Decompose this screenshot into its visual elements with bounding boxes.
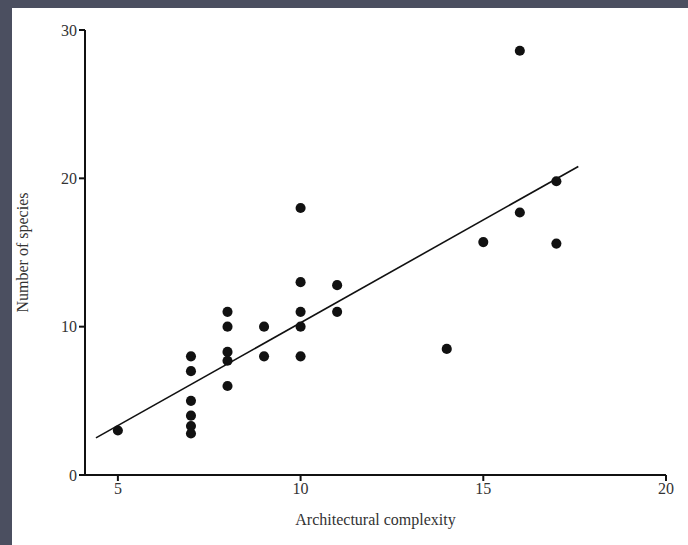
svg-text:20: 20 — [61, 170, 77, 187]
svg-text:Number of species: Number of species — [14, 193, 32, 313]
svg-text:20: 20 — [658, 480, 674, 497]
svg-text:10: 10 — [293, 480, 309, 497]
svg-text:5: 5 — [114, 480, 122, 497]
svg-text:30: 30 — [61, 22, 77, 39]
svg-text:15: 15 — [475, 480, 491, 497]
svg-text:0: 0 — [69, 467, 77, 484]
svg-text:10: 10 — [61, 318, 77, 335]
svg-text:Architectural complexity: Architectural complexity — [295, 511, 455, 529]
